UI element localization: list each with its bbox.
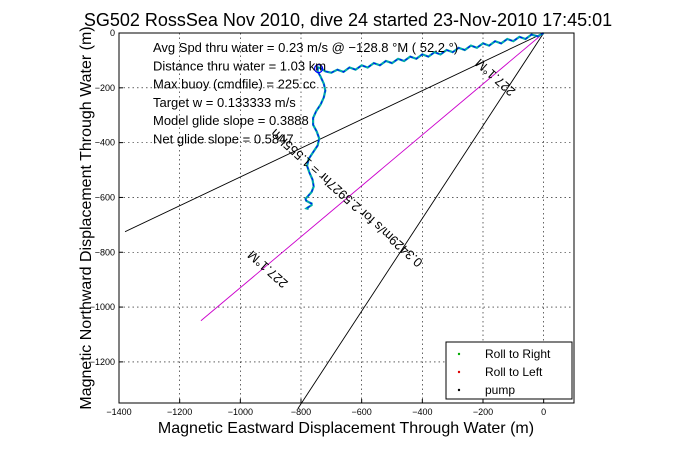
y-tick-label: 0 — [110, 28, 115, 38]
track-line-blue — [304, 32, 544, 210]
heading-reference-line — [124, 32, 544, 233]
legend: Roll to Right Roll to Left pump — [445, 341, 573, 400]
heading-reference-line — [297, 32, 545, 409]
x-tick-label: −1400 — [106, 407, 131, 417]
y-tick-label: −400 — [95, 138, 115, 148]
stats-line: Net glide slope = 0.5847 — [153, 132, 294, 147]
x-tick-label: −600 — [352, 407, 372, 417]
axis-ticks: −1400 −1200 −1000 −800 −600 −400 −200 0 −1200 −10… — [90, 28, 546, 417]
stats-line: Model glide slope = 0.3888 — [153, 113, 309, 128]
legend-label: pump — [485, 383, 515, 397]
legend-label: Roll to Right — [485, 347, 551, 361]
legend-marker — [457, 352, 461, 356]
x-axis-label: Magnetic Eastward Displacement Through W… — [158, 420, 534, 437]
x-tick-label: −1200 — [167, 407, 192, 417]
dive-track — [304, 32, 545, 211]
y-tick-label: −600 — [95, 192, 115, 202]
y-axis-label: Magnetic Northward Displacement Through … — [78, 26, 95, 409]
stats-line: Max buoy (cmdfile) = 225 cc — [153, 77, 316, 92]
x-tick-label: −1000 — [228, 407, 253, 417]
track-line-teal — [304, 32, 545, 211]
chart-title: SG502 RossSea Nov 2010, dive 24 started … — [84, 10, 612, 30]
y-tick-label: −200 — [95, 83, 115, 93]
legend-marker — [457, 388, 461, 392]
x-tick-label: −400 — [412, 407, 432, 417]
x-tick-label: 0 — [541, 407, 546, 417]
stats-annotations: Avg Spd thru water = 0.23 m/s @ −128.8 °… — [153, 40, 458, 147]
legend-box — [445, 341, 573, 400]
target-line-label: 0.3429m/s for 2.5927hr = 1.555km — [268, 126, 426, 270]
target-heading-label: 227.1°M — [245, 247, 291, 291]
x-tick-label: −800 — [291, 407, 311, 417]
stats-line: Distance thru water = 1.03 km — [153, 58, 326, 73]
track-loop — [313, 64, 324, 74]
legend-marker — [457, 370, 461, 374]
stats-line: Avg Spd thru water = 0.23 m/s @ −128.8 °… — [153, 40, 458, 55]
legend-label: Roll to Left — [485, 365, 543, 379]
plot-area-frame — [118, 32, 575, 404]
target-heading-line — [200, 32, 544, 322]
x-tick-label: −200 — [473, 407, 493, 417]
reference-lines — [124, 32, 545, 409]
y-tick-label: −800 — [95, 247, 115, 257]
stats-line: Target w = 0.133333 m/s — [153, 95, 296, 110]
y-tick-label: −1000 — [90, 302, 115, 312]
y-tick-label: −1200 — [90, 357, 115, 367]
heading-line-label: 227.1°M — [472, 56, 518, 100]
